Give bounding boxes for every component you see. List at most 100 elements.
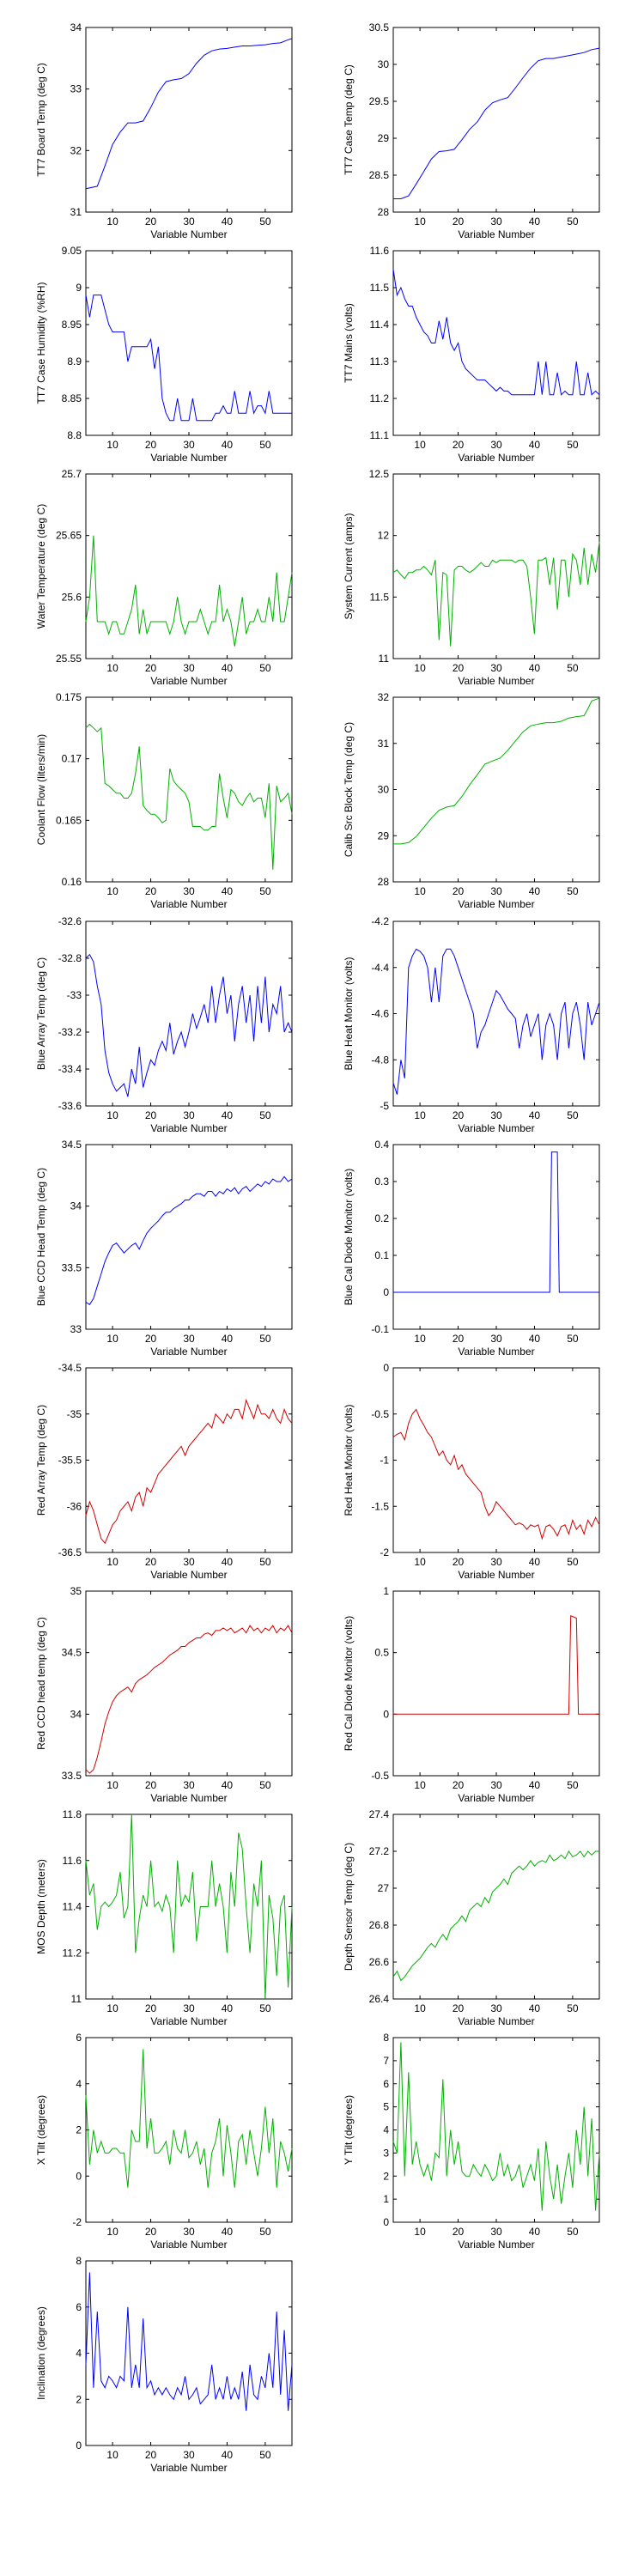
series-line bbox=[85, 1625, 293, 1774]
y-tick-label: 33 bbox=[70, 1323, 82, 1335]
x-tick-label: 20 bbox=[145, 439, 157, 451]
x-tick-label: 20 bbox=[453, 216, 465, 228]
y-tick-label: 8 bbox=[76, 2255, 82, 2267]
y-tick-label: 34 bbox=[70, 1708, 82, 1720]
plot-frame bbox=[85, 2260, 293, 2446]
y-axis-label: Blue Heat Monitor (volts) bbox=[343, 957, 355, 1070]
x-tick-label: 20 bbox=[145, 1109, 157, 1121]
x-tick-label: 50 bbox=[567, 1779, 579, 1791]
chart-panel: 11 11.2 11.4 11.6 11.8 10 20 30 40 50 Variable Num… bbox=[35, 1808, 293, 2027]
y-tick-label: 1 bbox=[383, 2193, 389, 2205]
x-axis-label: Variable Number bbox=[458, 1346, 534, 1358]
plot-frame bbox=[392, 2037, 600, 2223]
x-tick-label: 10 bbox=[414, 1556, 426, 1568]
series-line bbox=[393, 697, 600, 845]
x-tick-label: 50 bbox=[567, 216, 579, 228]
x-axis-label: Variable Number bbox=[458, 898, 534, 910]
x-tick-label: 30 bbox=[183, 885, 195, 897]
plot-frame bbox=[85, 1144, 293, 1330]
x-tick-label: 40 bbox=[529, 2226, 541, 2238]
y-tick-label: 9 bbox=[76, 282, 82, 294]
y-tick-label: 33 bbox=[70, 83, 82, 95]
series-line bbox=[85, 1814, 293, 2000]
y-tick-label: 6 bbox=[76, 2301, 82, 2313]
y-tick-label: -36 bbox=[67, 1500, 82, 1512]
y-tick-label: -34.5 bbox=[58, 1362, 82, 1374]
x-tick-label: 50 bbox=[259, 1779, 271, 1791]
y-tick-label: 0 bbox=[76, 2170, 82, 2182]
x-tick-label: 20 bbox=[145, 1779, 157, 1791]
y-tick-label: 11 bbox=[71, 1993, 82, 2005]
y-tick-label: 9.05 bbox=[62, 245, 82, 257]
y-tick-label: 2 bbox=[76, 2393, 82, 2405]
x-tick-label: 30 bbox=[183, 2002, 195, 2014]
y-tick-label: 32 bbox=[378, 691, 390, 703]
y-tick-label: 33.5 bbox=[62, 1770, 82, 1782]
x-tick-label: 40 bbox=[529, 1333, 541, 1345]
x-tick-label: 50 bbox=[259, 216, 271, 228]
x-tick-label: 20 bbox=[145, 1333, 157, 1345]
x-tick-label: 50 bbox=[567, 885, 579, 897]
chart-panel: 0 2 4 6 8 10 20 30 40 50 Variable Number Inclinatio… bbox=[35, 2255, 293, 2474]
plot-frame bbox=[85, 2037, 293, 2223]
y-tick-label: 0 bbox=[383, 1708, 389, 1720]
y-tick-label: 25.65 bbox=[56, 530, 82, 542]
y-tick-label: 0.1 bbox=[374, 1249, 389, 1261]
x-axis-label: Variable Number bbox=[458, 1569, 534, 1581]
chart-panel: -2 -1.5 -1 -0.5 0 10 20 30 40 50 Variable Number Re… bbox=[343, 1362, 600, 1581]
y-tick-label: 11.8 bbox=[63, 1808, 82, 1820]
y-tick-label: 29 bbox=[378, 829, 390, 841]
x-axis-label: Variable Number bbox=[150, 1792, 227, 1804]
x-tick-label: 20 bbox=[145, 662, 157, 674]
chart-panel: 25.55 25.6 25.65 25.7 10 20 30 40 50 Variable Num… bbox=[35, 468, 293, 687]
y-tick-label: -1 bbox=[380, 1455, 389, 1467]
series-line bbox=[392, 948, 600, 1095]
x-tick-label: 20 bbox=[453, 662, 465, 674]
x-axis-label: Variable Number bbox=[150, 1346, 227, 1358]
y-axis-label: Depth Sensor Temp (deg C) bbox=[343, 1843, 355, 1971]
y-tick-label: 11.4 bbox=[63, 1901, 82, 1913]
x-axis-label: Variable Number bbox=[458, 2239, 534, 2251]
chart-panel: 31 32 33 34 10 20 30 40 50 Variable Number TT7 Boa… bbox=[35, 21, 293, 240]
chart-panel: -33.6 -33.4 -33.2 -33 -32.8 -32.6 10 20 30 40 50 Va… bbox=[35, 915, 293, 1134]
x-tick-label: 20 bbox=[453, 1779, 465, 1791]
x-axis-label: Variable Number bbox=[150, 2462, 227, 2474]
y-axis-label: Water Temperature (deg C) bbox=[35, 504, 47, 629]
chart-panel: -0.1 0 0.1 0.2 0.3 0.4 10 20 30 40 50 Variable Numb… bbox=[343, 1139, 600, 1358]
series-line bbox=[392, 2042, 600, 2211]
y-tick-label: 34.5 bbox=[62, 1139, 82, 1151]
y-tick-label: -33 bbox=[67, 989, 82, 1001]
y-tick-label: -0.5 bbox=[371, 1408, 389, 1420]
y-axis-label: Calib Src Block Temp (deg C) bbox=[343, 722, 355, 857]
y-tick-label: -2 bbox=[72, 2216, 82, 2228]
x-tick-label: 40 bbox=[222, 1109, 234, 1121]
series-line bbox=[392, 269, 600, 396]
y-tick-label: 8.9 bbox=[67, 355, 82, 368]
x-tick-label: 50 bbox=[567, 1333, 579, 1345]
y-tick-label: 27.4 bbox=[369, 1808, 390, 1820]
y-tick-label: 7 bbox=[383, 2055, 389, 2067]
y-tick-label: 8.85 bbox=[62, 392, 82, 404]
x-tick-label: 10 bbox=[106, 2449, 118, 2461]
y-tick-label: 25.7 bbox=[62, 468, 82, 480]
x-tick-label: 10 bbox=[106, 662, 118, 674]
x-tick-label: 30 bbox=[490, 2226, 502, 2238]
y-tick-label: 0 bbox=[383, 2216, 389, 2228]
chart-panel: 11 11.5 12 12.5 10 20 30 40 50 Variable Number Sys… bbox=[343, 468, 600, 687]
y-tick-label: -32.8 bbox=[58, 952, 82, 964]
x-axis-label: Variable Number bbox=[458, 1122, 534, 1134]
x-tick-label: 30 bbox=[490, 1556, 502, 1568]
x-tick-label: 20 bbox=[453, 1556, 465, 1568]
plot-frame bbox=[85, 920, 293, 1107]
y-axis-label: Red Cal Diode Monitor (volts) bbox=[343, 1616, 355, 1751]
y-tick-label: 8.95 bbox=[62, 319, 82, 331]
x-tick-label: 50 bbox=[259, 2002, 271, 2014]
x-tick-label: 40 bbox=[222, 2449, 234, 2461]
y-tick-label: 11.2 bbox=[63, 1947, 82, 1959]
x-axis-label: Variable Number bbox=[458, 1792, 534, 1804]
series-line bbox=[85, 1176, 293, 1305]
y-tick-label: 28 bbox=[378, 876, 390, 888]
y-tick-label: 29 bbox=[378, 132, 390, 144]
x-axis-label: Variable Number bbox=[458, 228, 534, 240]
x-tick-label: 10 bbox=[414, 1109, 426, 1121]
